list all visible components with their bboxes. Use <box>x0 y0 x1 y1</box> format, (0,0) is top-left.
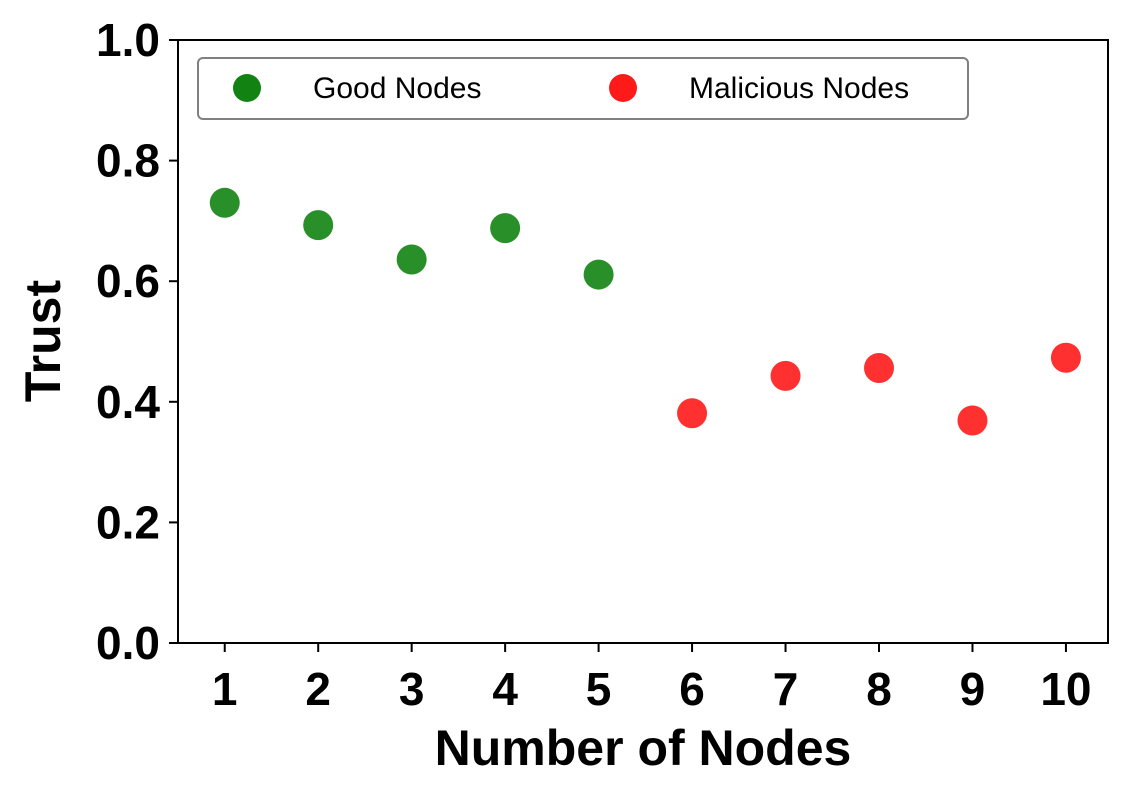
data-point-good-nodes <box>209 187 240 218</box>
x-tick-label: 7 <box>773 663 799 715</box>
x-tick-label: 1 <box>212 663 238 715</box>
y-tick-label: 1.0 <box>96 14 160 66</box>
data-point-good-nodes <box>490 213 521 244</box>
ticks-layer: 1 2 3 4 5 6 7 8 9 10 0.0 0.2 0.4 0.6 0.8 1.0 <box>96 14 1091 715</box>
x-tick-label: 4 <box>492 663 518 715</box>
data-point-good-nodes <box>303 210 334 241</box>
x-tick-label: 10 <box>1040 663 1091 715</box>
plot-frame <box>177 39 1109 644</box>
y-tick-label: 0.8 <box>96 135 160 187</box>
y-axis-label: Trust <box>15 280 71 403</box>
x-tick-label: 8 <box>866 663 892 715</box>
legend-box <box>197 57 969 120</box>
legend-marker-good-nodes <box>233 74 261 102</box>
points-layer <box>209 187 1081 436</box>
y-tick-label: 0.6 <box>96 255 160 307</box>
data-point-good-nodes <box>583 259 614 290</box>
x-tick-label: 5 <box>586 663 612 715</box>
legend-label-malicious-nodes: Malicious Nodes <box>689 72 909 105</box>
data-point-good-nodes <box>396 244 427 275</box>
y-tick-label: 0.2 <box>96 496 160 548</box>
y-tick-label: 0.4 <box>96 376 160 428</box>
x-tick-label: 9 <box>960 663 986 715</box>
y-tick-label: 0.0 <box>96 617 160 669</box>
x-axis-label: Number of Nodes <box>435 720 852 776</box>
x-tick-label: 2 <box>305 663 331 715</box>
data-point-malicious-nodes <box>1050 342 1081 373</box>
legend-label-good-nodes: Good Nodes <box>313 72 481 105</box>
data-point-malicious-nodes <box>677 398 708 429</box>
legend: Good Nodes Malicious Nodes <box>197 57 969 120</box>
data-point-malicious-nodes <box>770 360 801 391</box>
plot-background <box>178 40 1108 643</box>
x-tick-label: 6 <box>679 663 705 715</box>
x-tick-label: 3 <box>399 663 425 715</box>
data-point-malicious-nodes <box>864 353 895 384</box>
data-point-malicious-nodes <box>957 405 988 436</box>
legend-marker-malicious-nodes <box>609 74 637 102</box>
